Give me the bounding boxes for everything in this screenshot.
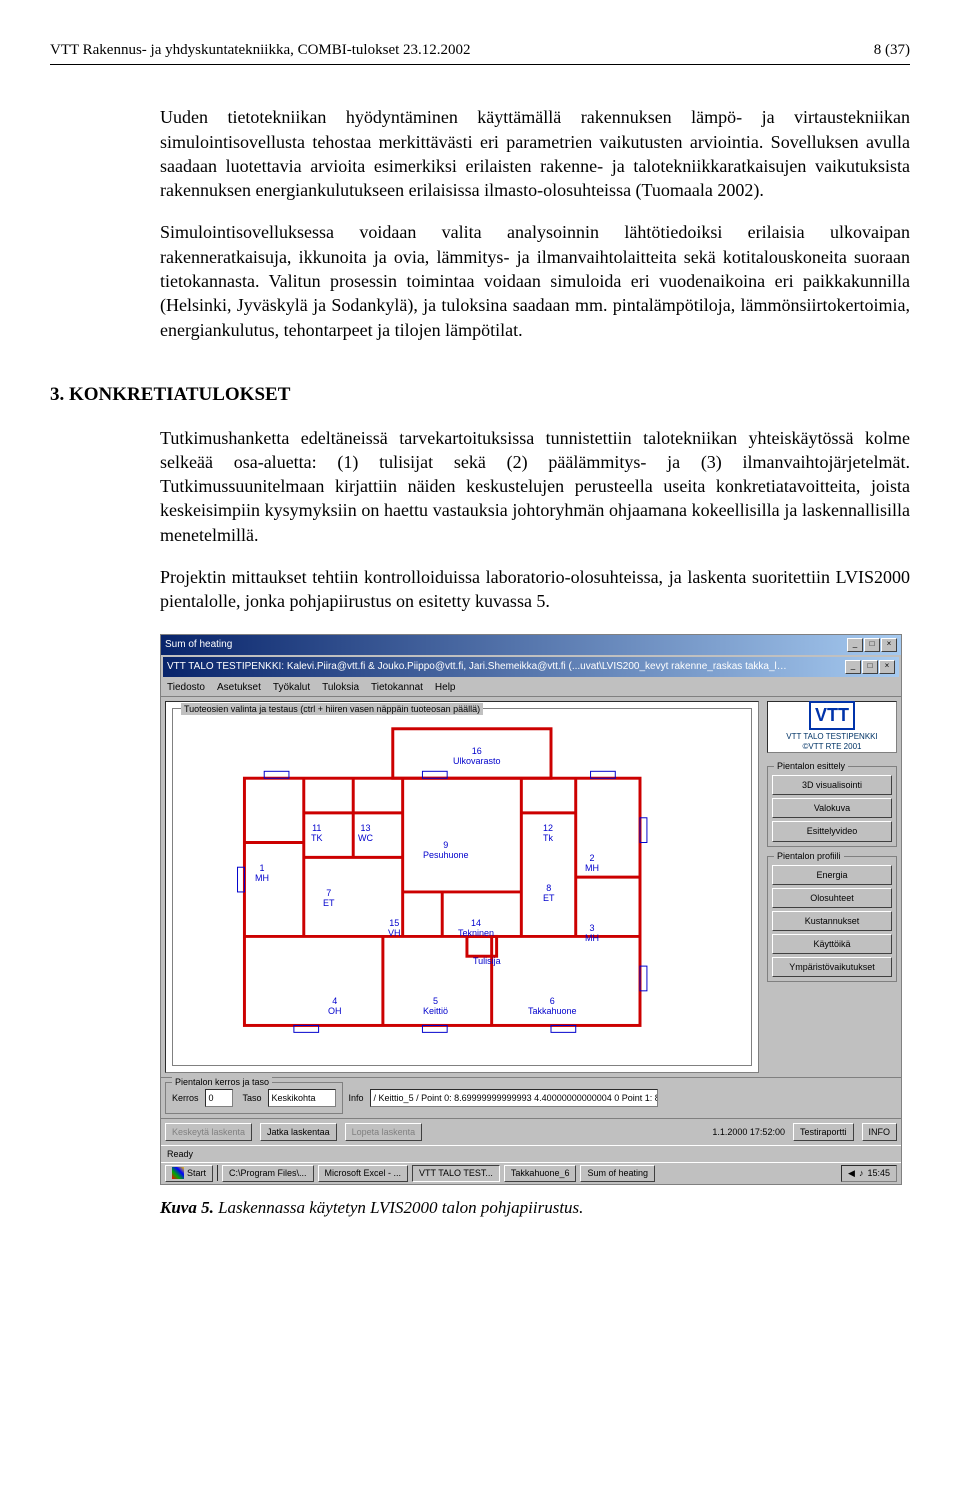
room-label: 1MH bbox=[255, 864, 269, 884]
page-header: VTT Rakennus- ja yhdyskuntatekniikka, CO… bbox=[50, 40, 910, 65]
sidebar-group-esittely: Pientalon esittely 3D visualisointi Valo… bbox=[767, 766, 897, 846]
vtt-logo: VTT VTT TALO TESTIPENKKI ©VTT RTE 2001 bbox=[767, 701, 897, 753]
room-label: 9Pesuhuone bbox=[423, 841, 469, 861]
room-label: 8ET bbox=[543, 884, 555, 904]
keskeyta-button[interactable]: Keskeytä laskenta bbox=[165, 1123, 252, 1141]
sidebar-button[interactable]: Olosuhteet bbox=[772, 888, 892, 908]
maximize-icon[interactable]: □ bbox=[862, 660, 878, 674]
paragraph-4: Projektin mittaukset tehtiin kontrolloid… bbox=[160, 565, 910, 614]
info-label: Info bbox=[349, 1092, 364, 1104]
menu-item[interactable]: Tuloksia bbox=[322, 681, 359, 695]
sidebar-group-profiili: Pientalon profiili Energia Olosuhteet Ku… bbox=[767, 856, 897, 983]
logo-line-1: VTT TALO TESTIPENKKI bbox=[786, 732, 877, 743]
room-label: 5Keittiö bbox=[423, 997, 448, 1017]
close-icon[interactable]: × bbox=[879, 660, 895, 674]
info-field: / Keittio_5 / Point 0: 8.69999999999993 … bbox=[370, 1089, 658, 1107]
room-label: 15VH bbox=[388, 919, 401, 939]
sidebar-button[interactable]: Esittelyvideo bbox=[772, 821, 892, 841]
bottom-panel: Pientalon kerros ja taso Kerros 0 Taso K… bbox=[161, 1077, 901, 1118]
kerros-input[interactable]: 0 bbox=[205, 1089, 233, 1107]
close-icon[interactable]: × bbox=[881, 638, 897, 652]
sidebar-button[interactable]: Energia bbox=[772, 865, 892, 885]
menu-item[interactable]: Työkalut bbox=[273, 681, 310, 695]
paragraph-1: Uuden tietotekniikan hyödyntäminen käytt… bbox=[160, 105, 910, 202]
start-button[interactable]: Start bbox=[165, 1165, 213, 1181]
tray-icon[interactable]: ♪ bbox=[859, 1167, 864, 1179]
taso-select[interactable]: Keskikohta bbox=[268, 1089, 336, 1107]
taskbar: Start C:\Program Files\... Microsoft Exc… bbox=[161, 1162, 901, 1183]
room-label: Tulisija bbox=[473, 957, 501, 967]
figure-caption: Kuva 5. Laskennassa käytetyn LVIS2000 ta… bbox=[160, 1197, 910, 1220]
figure-5: Sum of heating _ □ × VTT TALO TESTIPENKK… bbox=[160, 634, 910, 1185]
outer-window-title: Sum of heating bbox=[165, 638, 232, 652]
testiraportti-button[interactable]: Testiraportti bbox=[793, 1123, 854, 1141]
bottom-group-label: Pientalon kerros ja taso bbox=[172, 1076, 272, 1088]
outer-titlebar: Sum of heating _ □ × bbox=[161, 635, 901, 655]
minimize-icon[interactable]: _ bbox=[847, 638, 863, 652]
taskbar-item[interactable]: VTT TALO TEST... bbox=[412, 1165, 500, 1181]
taskbar-item[interactable]: Takkahuone_6 bbox=[504, 1165, 577, 1181]
app-window: Sum of heating _ □ × VTT TALO TESTIPENKK… bbox=[160, 634, 902, 1185]
sidebar-button[interactable]: Ympäristövaikutukset bbox=[772, 957, 892, 977]
menu-item[interactable]: Tiedosto bbox=[167, 681, 205, 695]
tray-icon[interactable]: ◀ bbox=[848, 1167, 855, 1179]
room-label: 16Ulkovarasto bbox=[453, 747, 501, 767]
menu-item[interactable]: Tietokannat bbox=[371, 681, 423, 695]
room-label: 6Takkahuone bbox=[528, 997, 577, 1017]
taso-label: Taso bbox=[243, 1092, 262, 1104]
taskbar-item[interactable]: C:\Program Files\... bbox=[222, 1165, 314, 1181]
room-label: 2MH bbox=[585, 854, 599, 874]
sidebar-button[interactable]: Valokuva bbox=[772, 798, 892, 818]
floorplan-canvas[interactable]: Tuoteosien valinta ja testaus (ctrl + hi… bbox=[165, 701, 759, 1073]
room-label: 12Tk bbox=[543, 824, 553, 844]
sidebar: VTT VTT TALO TESTIPENKKI ©VTT RTE 2001 P… bbox=[763, 697, 901, 1077]
room-label: 7ET bbox=[323, 889, 335, 909]
logo-line-2: ©VTT RTE 2001 bbox=[803, 742, 862, 753]
info-button[interactable]: INFO bbox=[862, 1123, 898, 1141]
start-label: Start bbox=[187, 1167, 206, 1179]
room-label: 11TK bbox=[311, 824, 323, 844]
windows-icon bbox=[172, 1167, 184, 1179]
lopeta-button[interactable]: Lopeta laskenta bbox=[345, 1123, 423, 1141]
sidebar-button[interactable]: Kustannukset bbox=[772, 911, 892, 931]
statusbar: Ready bbox=[161, 1145, 901, 1162]
room-label: 3MH bbox=[585, 924, 599, 944]
kerros-label: Kerros bbox=[172, 1092, 199, 1104]
taskbar-item[interactable]: Microsoft Excel - ... bbox=[318, 1165, 409, 1181]
menu-item[interactable]: Asetukset bbox=[217, 681, 261, 695]
paragraph-2: Simulointisovelluksessa voidaan valita a… bbox=[160, 220, 910, 341]
header-right: 8 (37) bbox=[874, 40, 910, 60]
minimize-icon[interactable]: _ bbox=[845, 660, 861, 674]
menubar: Tiedosto Asetukset Työkalut Tuloksia Tie… bbox=[161, 679, 901, 698]
caption-label: Kuva 5. bbox=[160, 1198, 214, 1217]
section-3-title: 3. KONKRETIATULOKSET bbox=[50, 382, 910, 408]
caption-text: Laskennassa käytetyn LVIS2000 talon pohj… bbox=[214, 1198, 584, 1217]
fieldset-label: Tuoteosien valinta ja testaus (ctrl + hi… bbox=[181, 703, 483, 715]
sidebar-group-label: Pientalon profiili bbox=[774, 850, 844, 862]
clock: 15:45 bbox=[867, 1167, 890, 1179]
room-label: 4OH bbox=[328, 997, 342, 1017]
room-label: 14Tekninen bbox=[458, 919, 494, 939]
room-label: 13WC bbox=[358, 824, 373, 844]
taskbar-item[interactable]: Sum of heating bbox=[580, 1165, 655, 1181]
sidebar-button[interactable]: 3D visualisointi bbox=[772, 775, 892, 795]
header-left: VTT Rakennus- ja yhdyskuntatekniikka, CO… bbox=[50, 40, 471, 60]
jatka-button[interactable]: Jatka laskentaa bbox=[260, 1123, 337, 1141]
system-tray: ◀ ♪ 15:45 bbox=[841, 1165, 897, 1181]
paragraph-3: Tutkimushanketta edeltäneissä tarvekarto… bbox=[160, 426, 910, 547]
sidebar-group-label: Pientalon esittely bbox=[774, 760, 848, 772]
menu-item[interactable]: Help bbox=[435, 681, 456, 695]
inner-titlebar: VTT TALO TESTIPENKKI: Kalevi.Piira@vtt.f… bbox=[163, 657, 899, 677]
sidebar-button[interactable]: Käyttöikä bbox=[772, 934, 892, 954]
timestamp-label: 1.1.2000 17:52:00 bbox=[712, 1126, 785, 1138]
maximize-icon[interactable]: □ bbox=[864, 638, 880, 652]
bottom-buttons-row: Keskeytä laskenta Jatka laskentaa Lopeta… bbox=[161, 1118, 901, 1145]
inner-window-title: VTT TALO TESTIPENKKI: Kalevi.Piira@vtt.f… bbox=[167, 660, 787, 674]
